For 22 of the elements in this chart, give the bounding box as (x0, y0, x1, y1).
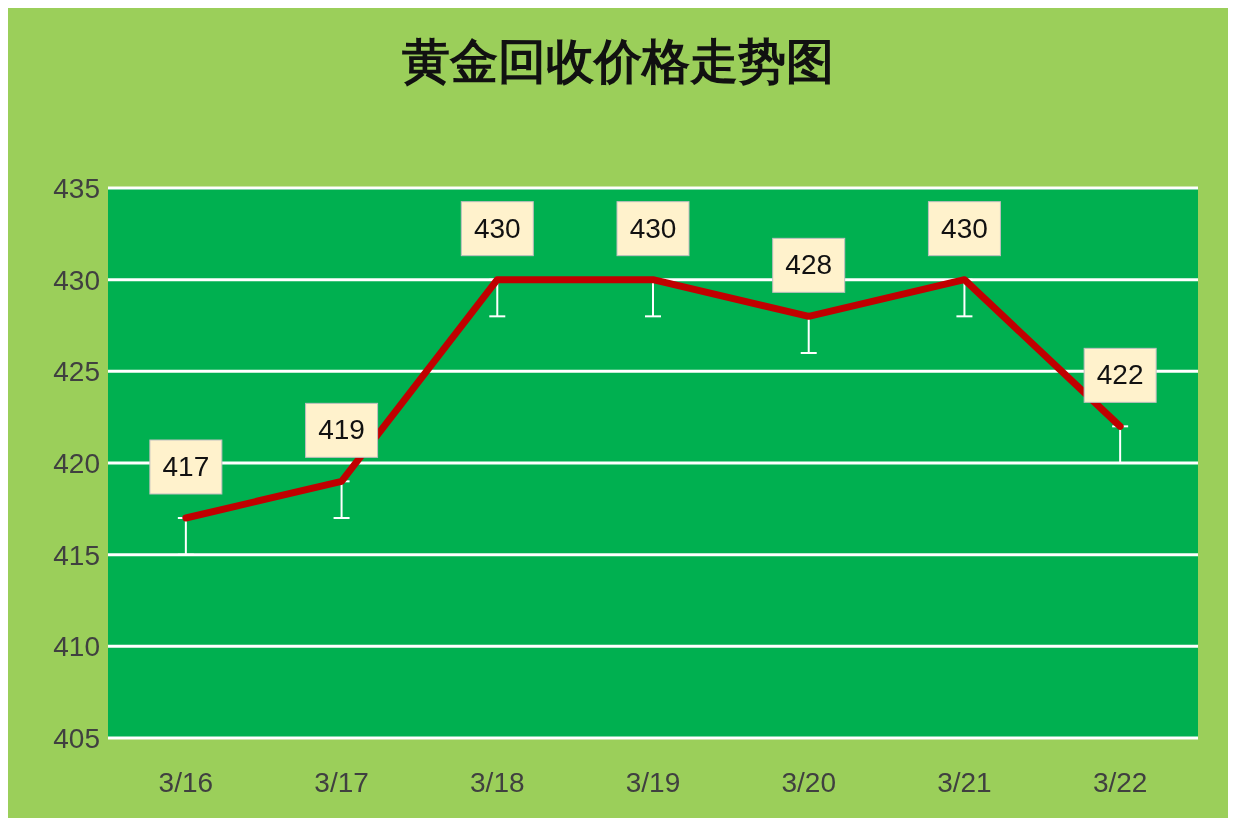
y-tick-label: 435 (53, 172, 100, 204)
y-tick-label: 425 (53, 356, 100, 388)
data-label: 430 (473, 212, 521, 244)
data-label: 417 (162, 451, 210, 482)
data-label: 430 (941, 212, 988, 244)
y-tick-label: 405 (53, 722, 100, 754)
x-tick-label: 3/17 (314, 766, 369, 798)
data-label: 430 (629, 212, 677, 244)
y-tick-label: 415 (53, 539, 100, 571)
x-tick-label: 3/18 (470, 766, 525, 798)
x-tick-label: 3/16 (158, 766, 214, 798)
data-label: 428 (785, 249, 833, 281)
chart-title: 黄金回收价格走势图 (401, 32, 835, 91)
y-tick-label: 430 (53, 264, 100, 296)
x-tick-label: 3/22 (1092, 766, 1148, 798)
x-tick-label: 3/21 (937, 766, 992, 798)
y-tick-label: 410 (53, 631, 100, 663)
data-label: 419 (318, 414, 365, 446)
x-tick-label: 3/20 (781, 766, 836, 798)
y-tick-label: 420 (53, 447, 100, 479)
x-tick-label: 3/19 (625, 766, 681, 798)
data-label: 422 (1096, 359, 1144, 391)
